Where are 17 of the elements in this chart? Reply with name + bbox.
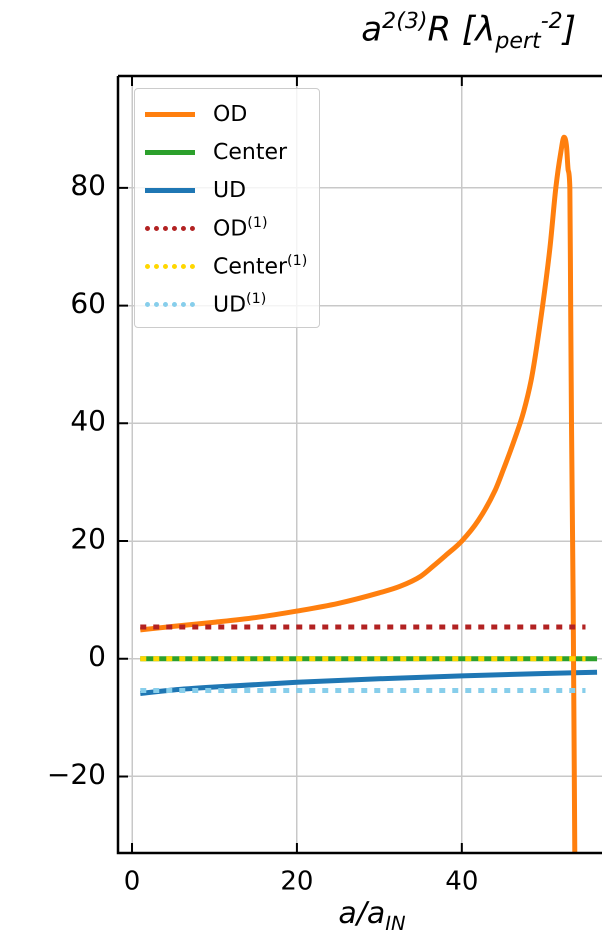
legend-label: UD <box>213 178 246 202</box>
x-axis-title: a/a$_{IN}$ <box>338 896 406 935</box>
legend-label: Center$^{(1)}$ <box>213 252 308 280</box>
legend-label: OD <box>213 102 248 126</box>
chart-title: a$^{2(3)}$R [λ$_{pert}$$^{-2}$] <box>361 8 576 54</box>
legend-label: Center <box>213 140 288 164</box>
y-tick-label: 80 <box>70 169 106 202</box>
y-tick-label: 60 <box>70 286 106 320</box>
x-tick-label: 40 <box>445 866 478 896</box>
x-tick-label: 0 <box>124 866 140 896</box>
y-tick-label: 20 <box>70 522 106 556</box>
y-tick-label: 40 <box>70 404 106 438</box>
legend-label: UD$^{(1)}$ <box>213 290 266 318</box>
x-tick-label: 20 <box>280 866 314 896</box>
y-tick-label: −20 <box>46 758 106 791</box>
legend-label: OD$^{(1)}$ <box>213 214 268 242</box>
y-tick-label: 0 <box>88 640 106 674</box>
